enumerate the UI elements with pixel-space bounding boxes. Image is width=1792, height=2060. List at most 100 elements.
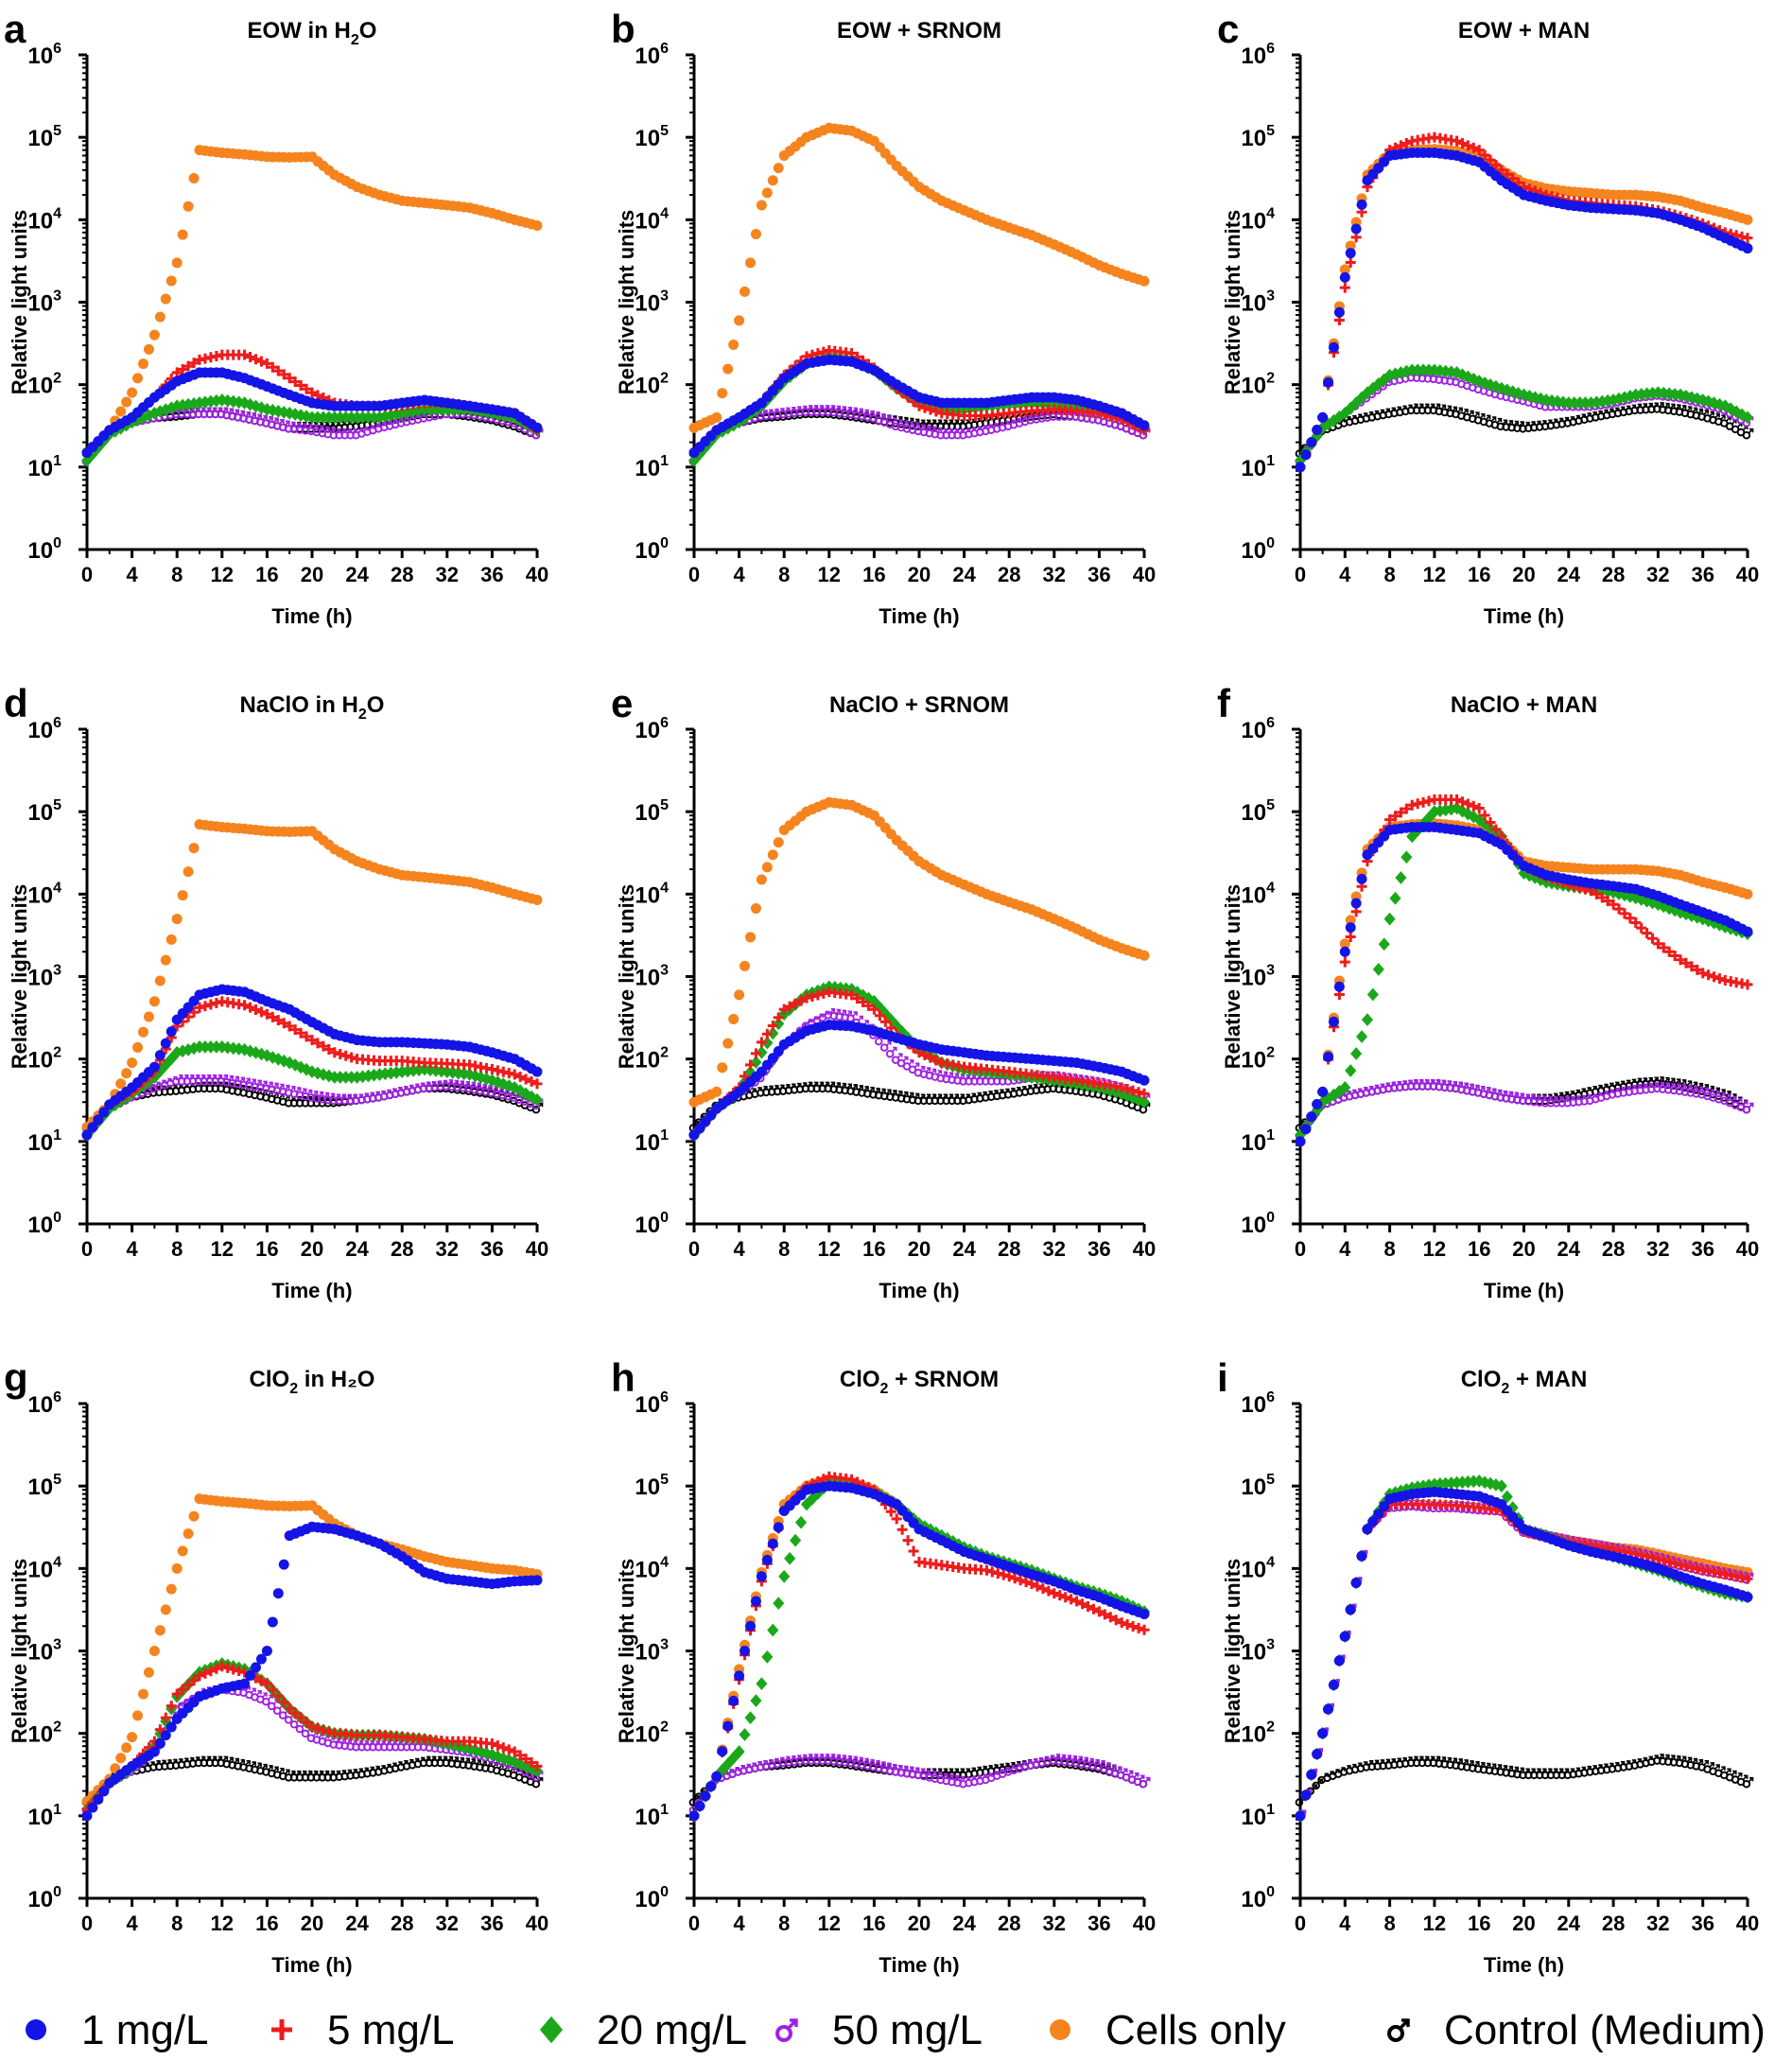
y-tick-exponent: 1 — [53, 1127, 61, 1143]
y-tick-base: 10 — [1241, 966, 1266, 991]
data-point — [745, 257, 756, 269]
data-point — [188, 172, 200, 183]
data-point — [531, 219, 543, 231]
data-point — [177, 890, 188, 901]
male-symbol-arrow — [301, 423, 307, 428]
male-symbol-arrow — [936, 1070, 943, 1075]
y-tick-exponent: 5 — [660, 123, 669, 139]
y-tick-exponent: 2 — [53, 1045, 61, 1061]
x-tick-label: 0 — [688, 1237, 700, 1261]
y-tick-label: 103 — [1241, 288, 1275, 317]
data-point — [301, 383, 312, 394]
y-tick-label: 101 — [27, 1127, 61, 1156]
male-symbol-arrow — [1680, 1079, 1687, 1085]
data-point — [245, 351, 256, 362]
data-point — [261, 358, 272, 369]
y-tick-label: 101 — [27, 453, 61, 481]
y-tick-base: 10 — [27, 291, 53, 317]
data-point — [739, 960, 751, 971]
male-symbol-arrow — [908, 1059, 914, 1065]
data-point — [1356, 199, 1367, 210]
data-point — [183, 866, 194, 878]
data-point — [1333, 306, 1345, 318]
data-point — [902, 1059, 914, 1071]
x-tick-label: 8 — [171, 563, 183, 586]
data-point — [1350, 223, 1362, 235]
y-tick-exponent: 2 — [660, 371, 669, 387]
data-point — [1345, 248, 1356, 259]
data-point — [739, 286, 751, 297]
male-symbol-arrow — [896, 1053, 903, 1058]
male-symbol-arrow — [1457, 407, 1463, 413]
y-tick-label: 105 — [635, 123, 669, 151]
y-tick-exponent: 3 — [1266, 288, 1275, 305]
y-tick-base: 10 — [27, 374, 53, 399]
series-cells-only — [688, 122, 1150, 433]
data-point — [154, 311, 165, 323]
data-point — [138, 1026, 148, 1038]
y-tick-base: 10 — [1241, 208, 1266, 234]
series-50-mg-l — [1295, 370, 1754, 466]
y-axis-label: Relative light units — [8, 884, 31, 1070]
series-control-medium — [1295, 402, 1754, 458]
y-tick-base: 10 — [635, 208, 660, 234]
data-point — [756, 874, 767, 885]
x-tick-label: 28 — [1602, 1237, 1625, 1261]
y-tick-label: 100 — [635, 1210, 669, 1238]
data-point — [1317, 411, 1329, 423]
y-tick-label: 105 — [1241, 123, 1275, 151]
y-tick-base: 10 — [27, 966, 53, 991]
data-point — [402, 406, 414, 419]
y-tick-label: 101 — [635, 1127, 669, 1156]
y-tick-base: 10 — [1241, 1048, 1266, 1074]
y-tick-base: 10 — [635, 374, 660, 399]
y-tick-exponent: 4 — [660, 205, 669, 221]
y-tick-label: 104 — [635, 880, 669, 908]
chart-title-main: EOW + SRNOM — [837, 18, 1001, 44]
data-point — [728, 339, 739, 350]
chart-title-main: NaClO + SRNOM — [829, 692, 1009, 718]
male-symbol-arrow — [1692, 407, 1698, 413]
data-point — [1300, 449, 1312, 461]
x-tick-label: 28 — [1602, 563, 1625, 586]
male-symbol-arrow — [268, 416, 273, 422]
y-tick-label: 106 — [27, 41, 61, 69]
y-tick-label: 100 — [635, 535, 669, 564]
data-point — [183, 201, 194, 212]
series-control-medium — [688, 1081, 1151, 1132]
data-point — [1328, 341, 1339, 353]
x-tick-label: 0 — [1295, 563, 1306, 586]
y-tick-exponent: 1 — [1266, 453, 1275, 469]
chart-title: NaClO in H2O — [240, 692, 385, 723]
data-point — [165, 934, 177, 945]
x-tick-label: 24 — [345, 1237, 369, 1261]
x-tick-label: 32 — [1043, 563, 1066, 586]
data-point — [340, 1050, 352, 1061]
male-symbol-arrow — [306, 1089, 313, 1095]
male-symbol-arrow — [295, 422, 302, 428]
x-tick-label: 0 — [81, 563, 93, 586]
male-symbol-arrow — [1490, 416, 1497, 422]
chart-title-end: O — [367, 692, 385, 718]
male-symbol-arrow — [262, 414, 268, 421]
male-symbol-arrow — [289, 421, 296, 428]
x-tick-label: 32 — [436, 1237, 459, 1261]
panel-letter: a — [4, 7, 26, 51]
male-symbol-arrow — [1714, 412, 1720, 419]
data-point — [244, 397, 256, 411]
series-control-medium — [81, 1081, 544, 1132]
data-point — [1306, 437, 1317, 448]
y-tick-exponent: 4 — [1266, 880, 1275, 896]
x-tick-label: 28 — [391, 563, 413, 586]
y-tick-exponent: 6 — [660, 41, 669, 57]
y-tick-base: 10 — [635, 456, 660, 481]
y-tick-exponent: 5 — [1266, 797, 1275, 813]
x-tick-label: 36 — [1691, 1237, 1714, 1261]
series-1-mg-l — [81, 984, 543, 1141]
x-tick-label: 28 — [998, 1237, 1020, 1261]
data-point — [1139, 950, 1150, 961]
data-point — [138, 358, 148, 370]
